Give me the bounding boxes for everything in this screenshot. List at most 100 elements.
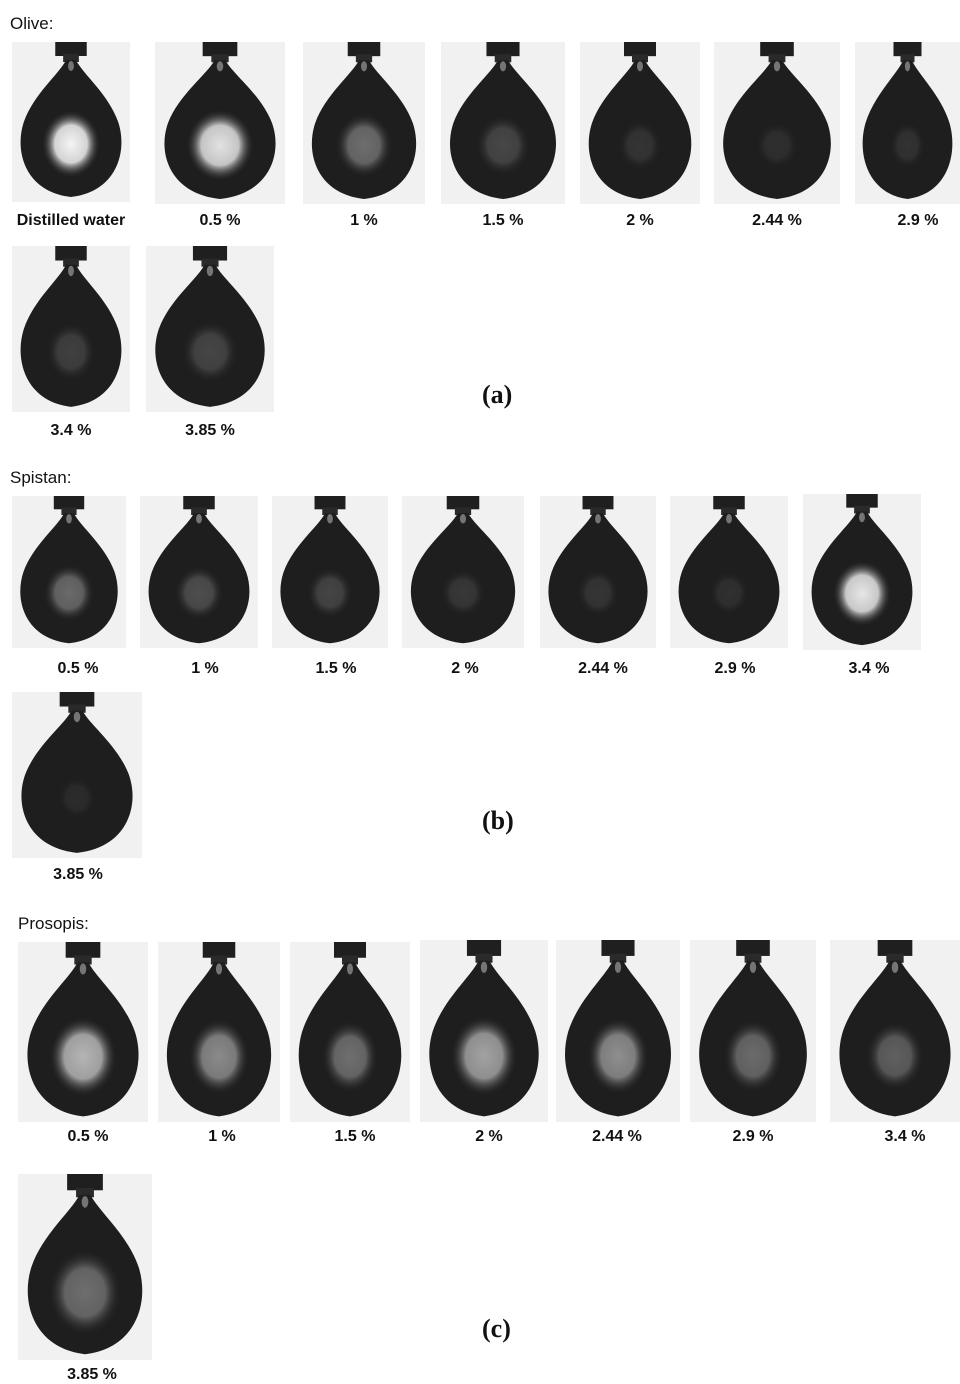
droplet-image	[565, 940, 671, 1117]
needle-tip	[893, 42, 922, 57]
droplet-tile	[12, 42, 130, 202]
needle-tip	[486, 42, 520, 57]
droplet-core	[57, 776, 97, 819]
droplet-core	[335, 112, 393, 178]
sample-label: 1 %	[208, 1128, 236, 1145]
needle-tip	[582, 496, 614, 510]
needle-tip	[846, 494, 878, 508]
droplet-core	[306, 567, 354, 619]
droplet-image	[27, 942, 139, 1117]
droplet-tile	[303, 42, 425, 204]
droplet-core	[832, 560, 892, 627]
needle-tip	[183, 496, 215, 510]
sample-label: 0.5 %	[57, 660, 99, 677]
droplet-image	[280, 496, 380, 644]
droplet-tile	[714, 42, 840, 204]
droplet-image	[148, 496, 250, 644]
sample-label: 1 %	[350, 212, 378, 229]
needle-tip	[713, 496, 745, 510]
sample-label: 2.9 %	[897, 212, 939, 229]
droplet-image	[410, 496, 516, 644]
droplet-tile	[12, 692, 142, 858]
droplet-tile	[855, 42, 960, 204]
droplet-tile	[690, 940, 816, 1122]
droplet-tile	[580, 42, 700, 204]
panel-title: Prosopis:	[18, 914, 89, 933]
droplet-tile	[402, 496, 524, 648]
needle-tip	[202, 942, 236, 958]
sample-label: 3.4 %	[884, 1128, 926, 1145]
droplet-tile	[441, 42, 565, 204]
needle-tip	[446, 496, 480, 510]
panel-title: Olive:	[10, 14, 54, 33]
droplet-tile	[140, 496, 258, 648]
droplet-tile	[12, 246, 130, 412]
droplet-core	[45, 321, 97, 382]
droplet-tile	[18, 942, 148, 1122]
panel-title: Spistan:	[10, 468, 72, 487]
droplet-core	[181, 320, 239, 384]
sample-label: 2.9 %	[714, 660, 756, 677]
sample-label: 1.5 %	[334, 1128, 376, 1145]
droplet-image	[862, 42, 953, 199]
sample-label: 2.44 %	[592, 1128, 642, 1145]
droplet-image	[311, 42, 417, 199]
droplet-core	[48, 1249, 122, 1337]
droplet-core	[587, 1017, 649, 1095]
droplet-image	[723, 42, 831, 199]
droplet-tile	[670, 496, 788, 648]
droplet-core	[754, 121, 800, 170]
needle-tip	[55, 42, 87, 56]
panel-letter: (a)	[482, 380, 513, 409]
sample-label: 2.44 %	[578, 660, 628, 677]
needle-tip	[314, 496, 346, 510]
needle-tip	[67, 1174, 103, 1191]
droplet-core	[576, 568, 620, 618]
sample-label: Distilled water	[16, 212, 126, 229]
droplet-core	[723, 1019, 783, 1093]
needle-tip	[334, 942, 366, 958]
sample-label: 0.5 %	[199, 212, 241, 229]
droplet-core	[708, 570, 750, 616]
needle-tip	[55, 246, 87, 261]
sample-label: 2.44 %	[752, 212, 802, 229]
droplet-image	[450, 42, 556, 199]
droplet-image	[21, 692, 133, 853]
needle-tip	[53, 496, 85, 510]
needle-tip	[736, 940, 770, 956]
droplet-core	[865, 1021, 925, 1091]
droplet-core	[48, 1016, 118, 1097]
droplet-tile	[803, 494, 921, 650]
droplet-image	[20, 42, 122, 197]
droplet-core	[43, 563, 95, 622]
sample-label: 1 %	[191, 660, 219, 677]
droplet-core	[188, 1018, 250, 1095]
droplet-image	[699, 940, 807, 1117]
sample-label: 2 %	[475, 1128, 503, 1145]
droplet-image	[298, 942, 402, 1117]
droplet-tile	[158, 942, 280, 1122]
droplet-core	[440, 568, 486, 618]
droplet-image	[678, 496, 780, 644]
droplet-tile	[830, 940, 960, 1122]
droplet-core	[185, 109, 255, 182]
droplet-image	[166, 942, 272, 1117]
droplet-tile	[540, 496, 656, 648]
sample-label: 3.4 %	[50, 422, 92, 439]
droplet-image	[811, 494, 913, 646]
droplet-image	[429, 940, 539, 1117]
droplet-core	[617, 119, 663, 172]
needle-tip	[624, 42, 656, 57]
droplet-image	[588, 42, 692, 199]
sample-label: 3.85 %	[53, 866, 103, 883]
droplet-tile	[146, 246, 274, 412]
sample-label: 2 %	[451, 660, 479, 677]
sample-label: 3.4 %	[848, 660, 890, 677]
sample-label: 1.5 %	[315, 660, 357, 677]
droplet-tile	[18, 1174, 152, 1360]
needle-tip	[202, 42, 238, 57]
needle-tip	[601, 940, 635, 956]
sample-label: 1.5 %	[482, 212, 524, 229]
droplet-tile	[12, 496, 126, 648]
sample-label: 0.5 %	[67, 1128, 109, 1145]
